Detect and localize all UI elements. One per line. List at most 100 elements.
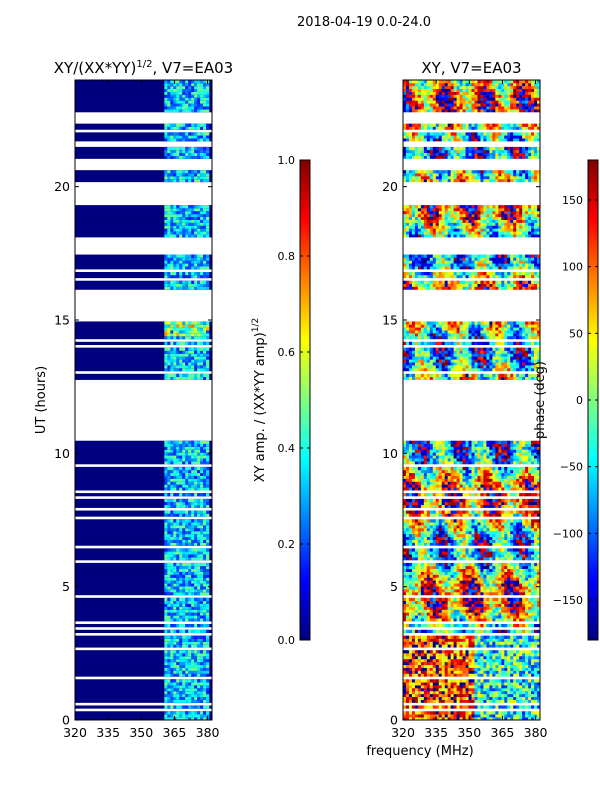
heatmap-cell (405, 536, 410, 540)
heatmap-cell (495, 542, 499, 546)
heatmap-cell (531, 624, 535, 628)
heatmap-cell (191, 673, 195, 677)
heatmap-cell (408, 600, 413, 604)
heatmap-cell (420, 528, 425, 532)
heatmap-cell (525, 548, 529, 552)
heatmap-cell (170, 580, 174, 584)
heatmap-cell (403, 577, 407, 581)
heatmap-cell (525, 589, 529, 593)
heatmap-cell (188, 629, 192, 634)
heatmap-cell (200, 443, 204, 447)
heatmap-cell (495, 557, 499, 561)
heatmap-cell (423, 533, 428, 538)
heatmap-cell (492, 717, 496, 720)
heatmap-cell (408, 653, 413, 657)
heatmap-cell (188, 589, 192, 593)
heatmap-cell (197, 533, 201, 538)
heatmap-cell (516, 551, 520, 555)
heatmap-cell (525, 670, 529, 674)
heatmap-cell (197, 280, 201, 284)
heatmap-cell (206, 373, 210, 378)
heatmap-cell (429, 536, 434, 540)
heatmap-cell (197, 717, 201, 720)
heatmap-cell (414, 539, 419, 543)
heatmap-cell (420, 717, 425, 720)
heatmap-cell (194, 530, 198, 535)
heatmap-cell (534, 600, 538, 604)
heatmap-cell (164, 641, 168, 645)
heatmap-cell (185, 452, 189, 456)
heatmap-cell (468, 589, 472, 593)
heatmap-cell (197, 263, 201, 267)
heatmap-cell (167, 254, 171, 258)
heatmap-cell (504, 548, 508, 552)
heatmap-cell (167, 525, 171, 529)
heatmap-cell (185, 135, 189, 139)
heatmap-cell (426, 705, 431, 709)
heatmap-cell (200, 356, 204, 360)
heatmap-cell (423, 641, 428, 645)
heatmap-cell (495, 580, 499, 584)
heatmap-row-background (75, 565, 212, 570)
heatmap-cell (537, 528, 540, 532)
heatmap-cell (179, 97, 183, 101)
heatmap-cell (194, 234, 198, 238)
heatmap-cell (179, 109, 183, 113)
heatmap-cell (498, 589, 502, 593)
heatmap-cell (537, 580, 540, 584)
heatmap-cell (435, 705, 440, 709)
heatmap-cell (459, 577, 463, 581)
heatmap-cell (176, 216, 180, 220)
heatmap-cell (403, 638, 407, 642)
heatmap-cell (489, 650, 493, 654)
heatmap-cell (411, 658, 416, 663)
heatmap-cell (170, 539, 174, 543)
heatmap-cell (513, 615, 517, 619)
heatmap-cell (197, 461, 201, 465)
heatmap-cell (200, 574, 204, 578)
heatmap-cell (417, 580, 422, 584)
heatmap-cell (188, 612, 192, 616)
heatmap-cell (191, 650, 195, 654)
heatmap-cell (534, 525, 538, 529)
heatmap-cell (197, 333, 201, 337)
heatmap-cell (462, 539, 466, 543)
heatmap-cell (468, 693, 472, 698)
heatmap-cell (182, 324, 186, 328)
heatmap-cell (176, 356, 180, 360)
heatmap-cell (188, 717, 192, 720)
heatmap-cell (417, 522, 422, 526)
heatmap-cell (510, 711, 514, 715)
heatmap-cell (492, 603, 496, 607)
heatmap-cell (432, 528, 437, 532)
heatmap-cell (468, 551, 472, 555)
heatmap-cell (173, 443, 177, 447)
heatmap-cell (519, 571, 523, 575)
heatmap-row-background (75, 690, 212, 695)
heatmap-cell (519, 586, 523, 590)
heatmap-cell (471, 586, 475, 590)
heatmap-cell (489, 615, 493, 619)
heatmap-cell (426, 530, 431, 535)
heatmap-row-background (75, 455, 212, 459)
heatmap-cell (486, 609, 490, 613)
heatmap-cell (423, 551, 428, 555)
heatmap-cell (200, 693, 204, 698)
heatmap-cell (194, 286, 198, 290)
heatmap-cell (164, 528, 168, 532)
heatmap-cell (188, 475, 192, 479)
heatmap-cell (417, 533, 422, 538)
heatmap-cell (194, 97, 198, 101)
heatmap-cell (528, 530, 532, 535)
heatmap-cell (426, 696, 431, 700)
heatmap-row-background (75, 580, 212, 584)
heatmap-cell (191, 498, 195, 503)
heatmap-cell (507, 638, 511, 642)
heatmap-cell (411, 661, 416, 666)
heatmap-cell (408, 635, 413, 639)
heatmap-cell (423, 542, 428, 546)
heatmap-cell (197, 554, 201, 558)
heatmap-cell (185, 603, 189, 607)
heatmap-cell (474, 682, 478, 686)
heatmap-cell (405, 592, 410, 596)
